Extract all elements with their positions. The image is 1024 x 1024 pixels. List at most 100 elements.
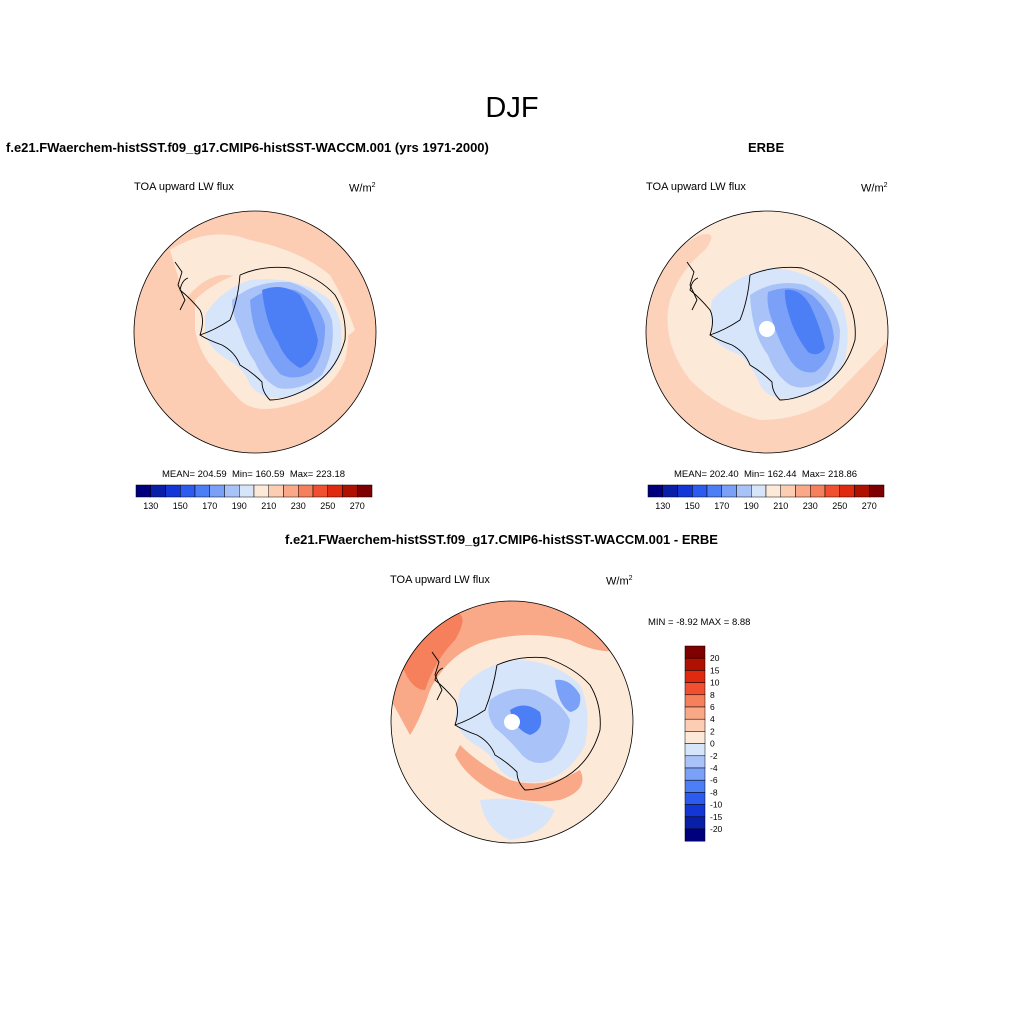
diff-colorbar-swatch bbox=[684, 718, 706, 732]
model-colorbar-swatch bbox=[283, 484, 299, 498]
obs-blue1-area bbox=[750, 282, 840, 388]
obs-colorbar: 130 150 170 190 210 230 250 270 bbox=[647, 484, 885, 511]
model-stats: MEAN= 204.59 Min= 160.59 Max= 223.18 bbox=[162, 469, 346, 480]
diff-colorbar-swatch bbox=[684, 804, 706, 818]
obs-colorbar-swatch bbox=[780, 484, 796, 498]
obs-colorbar-swatch bbox=[692, 484, 708, 498]
diff-colorbar-swatch bbox=[684, 816, 706, 830]
diff-coastline bbox=[434, 656, 601, 791]
diff-colorbar-swatch bbox=[684, 755, 706, 769]
obs-pole-hole bbox=[759, 321, 775, 337]
diff-coastline-sa bbox=[431, 651, 443, 701]
diff-units-label: W/m2 bbox=[606, 575, 633, 588]
diff-colorbar-swatch bbox=[684, 792, 706, 805]
obs-colorbar-tick-label: 250 bbox=[832, 501, 847, 511]
diff-pole-hole bbox=[504, 714, 520, 730]
model-coastline bbox=[179, 266, 346, 401]
model-lightblue-area bbox=[205, 279, 342, 399]
model-colorbar-swatch bbox=[135, 484, 151, 498]
diff-colorbar-tick-label: -8 bbox=[710, 787, 718, 797]
diff-colorbar-tick-label: -20 bbox=[710, 824, 723, 834]
obs-orange-band bbox=[646, 234, 888, 453]
obs-blue2-area bbox=[767, 288, 834, 373]
diff-colorbar-swatch bbox=[684, 731, 706, 744]
obs-stats: MEAN= 202.40 Min= 162.44 Max= 218.86 bbox=[674, 469, 858, 480]
model-colorbar-swatch bbox=[312, 484, 328, 498]
obs-colorbar-tick-label: 210 bbox=[773, 501, 788, 511]
diff-blue2-patch bbox=[555, 679, 581, 712]
model-colorbar-swatch bbox=[239, 484, 255, 498]
diff-colorbar-swatch bbox=[684, 657, 706, 671]
obs-colorbar-tick-label: 270 bbox=[862, 501, 877, 511]
diff-colorbar-tick-label: 6 bbox=[710, 702, 715, 712]
obs-coastline bbox=[689, 266, 856, 401]
model-colorbar: 130 150 170 190 210 230 250 270 bbox=[135, 484, 373, 511]
model-colorbar-swatch bbox=[298, 484, 314, 498]
obs-colorbar-swatch bbox=[736, 484, 752, 498]
model-colorbar-tick-label: 230 bbox=[291, 501, 306, 511]
obs-colorbar-tick-label: 230 bbox=[803, 501, 818, 511]
model-variable-label: TOA upward LW flux bbox=[134, 181, 234, 193]
obs-colorbar-swatch bbox=[751, 484, 767, 498]
diff-colorbar-tick-label: -2 bbox=[710, 751, 718, 761]
obs-units-label: W/m2 bbox=[861, 182, 888, 195]
diff-colorbar-tick-label: 15 bbox=[710, 665, 720, 675]
model-colorbar-swatch bbox=[357, 484, 373, 498]
obs-lightblue-area bbox=[710, 268, 848, 399]
model-colorbar-tick-label: 150 bbox=[173, 501, 188, 511]
model-colorbar-swatch bbox=[165, 484, 181, 498]
diff-lightblue-south bbox=[480, 798, 555, 840]
diff-colorbar-swatch bbox=[684, 645, 706, 659]
diff-colorbar-swatch bbox=[684, 743, 706, 757]
diff-colorbar-swatch bbox=[684, 828, 706, 842]
diff-map bbox=[391, 601, 633, 843]
model-colorbar-swatch bbox=[194, 484, 210, 498]
obs-colorbar-swatch bbox=[839, 484, 855, 498]
model-colorbar-swatch bbox=[150, 484, 166, 498]
model-colorbar-tick-label: 170 bbox=[202, 501, 217, 511]
diff-blue1-area bbox=[488, 688, 570, 764]
obs-variable-label: TOA upward LW flux bbox=[646, 181, 746, 193]
diff-colorbar-swatch bbox=[684, 694, 706, 708]
obs-panel-title: ERBE bbox=[748, 140, 785, 155]
diff-orange-rim bbox=[455, 745, 583, 802]
model-colorbar-swatch bbox=[327, 484, 343, 498]
model-blue3-area bbox=[262, 286, 318, 368]
model-colorbar-swatch bbox=[268, 484, 284, 498]
model-colorbar-swatch bbox=[253, 484, 269, 498]
model-blue2-area bbox=[250, 288, 326, 378]
diff-colorbar-tick-label: 8 bbox=[710, 690, 715, 700]
diff-orange-strong bbox=[400, 612, 463, 690]
model-colorbar-swatch bbox=[209, 484, 225, 498]
obs-colorbar-tick-label: 190 bbox=[744, 501, 759, 511]
obs-blue3-area bbox=[784, 289, 825, 355]
diff-colorbar-tick-label: 0 bbox=[710, 739, 715, 749]
obs-coastline-sa bbox=[686, 261, 698, 311]
diff-colorbar-swatch bbox=[684, 682, 706, 696]
model-peach-band bbox=[170, 234, 355, 338]
obs-colorbar-swatch bbox=[721, 484, 737, 498]
diff-colorbar-tick-label: 4 bbox=[710, 714, 715, 724]
obs-colorbar-swatch bbox=[869, 484, 885, 498]
diff-colorbar-swatch bbox=[684, 670, 706, 683]
diff-blue3-patch bbox=[510, 705, 542, 735]
model-colorbar-tick-label: 210 bbox=[261, 501, 276, 511]
model-colorbar-tick-label: 270 bbox=[350, 501, 365, 511]
model-colorbar-swatch bbox=[342, 484, 358, 498]
diff-variable-label: TOA upward LW flux bbox=[390, 574, 490, 586]
obs-colorbar-swatch bbox=[662, 484, 678, 498]
diff-colorbar-tick-label: 10 bbox=[710, 678, 720, 688]
diff-colorbar-tick-label: -10 bbox=[710, 800, 723, 810]
model-colorbar-tick-label: 190 bbox=[232, 501, 247, 511]
season-title: DJF bbox=[485, 92, 539, 124]
obs-colorbar-swatch bbox=[677, 484, 693, 498]
diff-minmax: MIN = -8.92 MAX = 8.88 bbox=[648, 617, 751, 628]
diff-colorbar-tick-label: -6 bbox=[710, 775, 718, 785]
diff-colorbar-tick-label: 2 bbox=[710, 726, 715, 736]
diff-colorbar-swatch bbox=[684, 779, 706, 793]
model-blue1-area bbox=[232, 281, 333, 389]
model-map bbox=[134, 211, 376, 453]
obs-colorbar-tick-label: 170 bbox=[714, 501, 729, 511]
obs-map bbox=[646, 211, 888, 453]
